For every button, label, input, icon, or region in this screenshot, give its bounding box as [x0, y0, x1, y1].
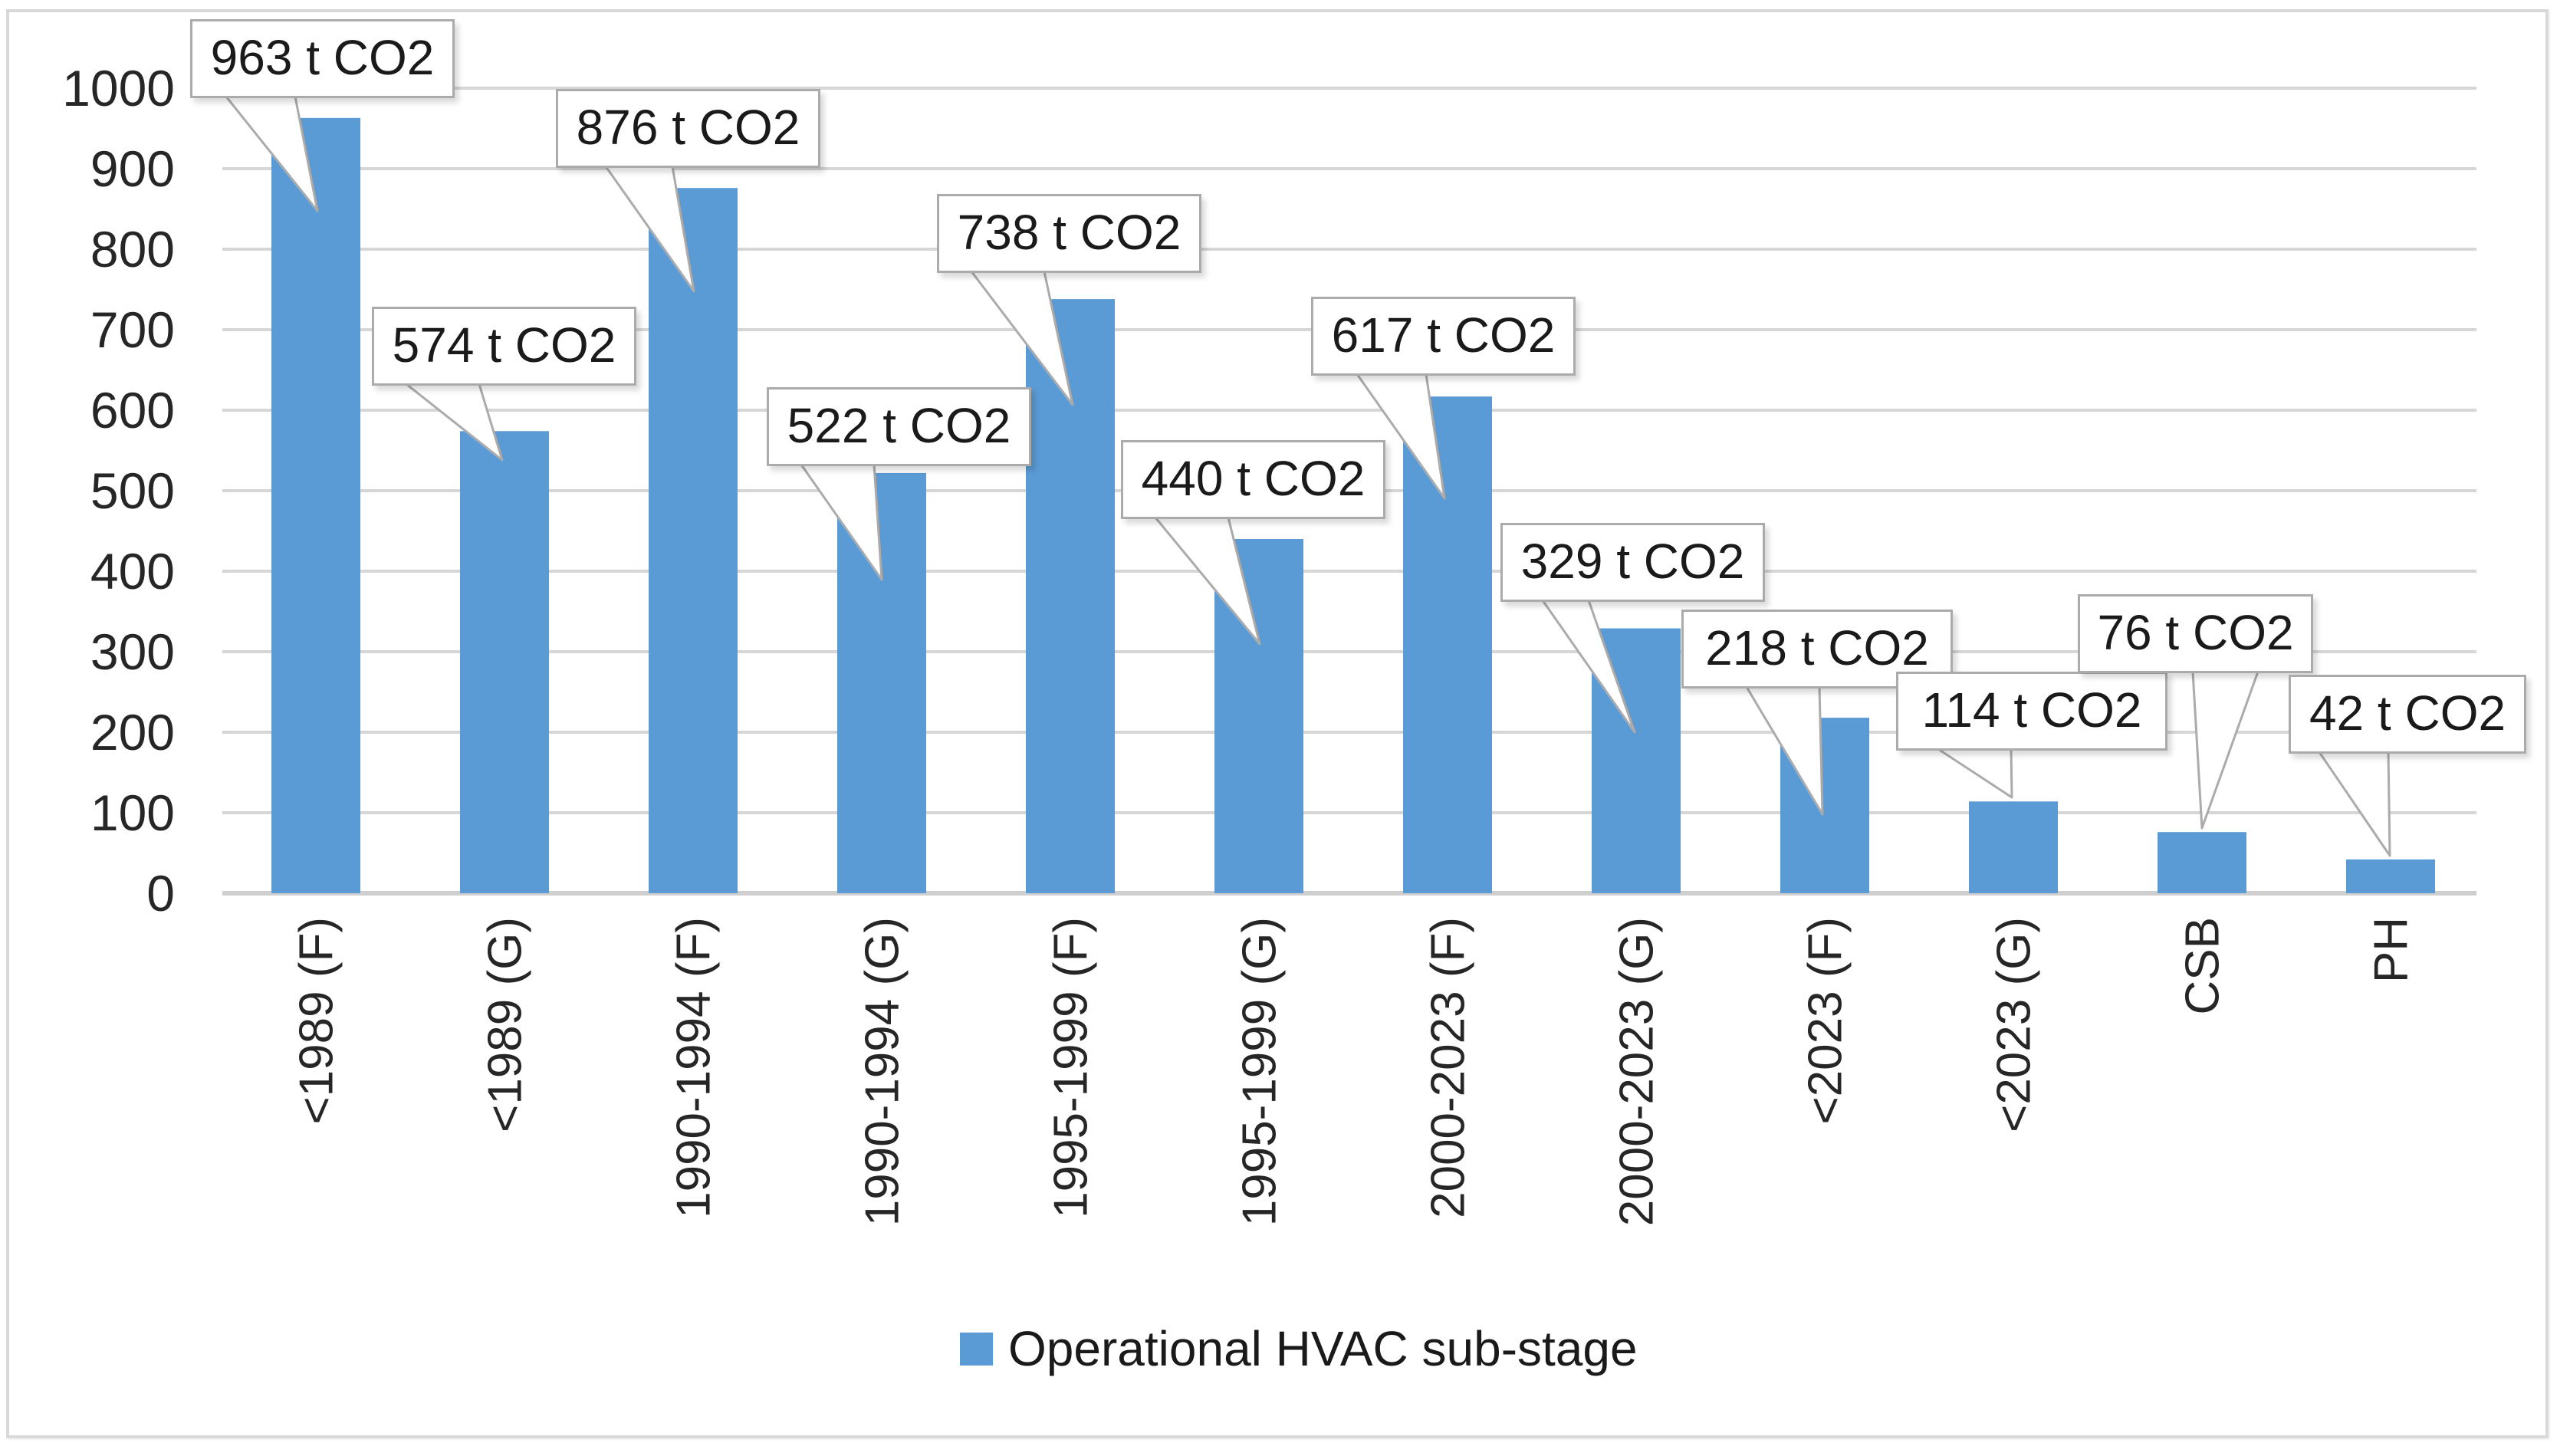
legend: Operational HVAC sub-stage: [960, 1320, 1638, 1377]
y-axis-tick-label: 0: [146, 865, 175, 922]
bar: [271, 117, 360, 894]
x-axis-category-label: <1989 (F): [291, 917, 343, 1125]
bar: [837, 472, 926, 893]
callout-tail: [2318, 751, 2391, 857]
data-label-callout: 617 t CO2: [1311, 297, 1576, 376]
data-label-callout: 963 t CO2: [190, 19, 455, 98]
x-axis-category-label: 1990-1994 (F): [668, 917, 721, 1218]
legend-series-label: Operational HVAC sub-stage: [1008, 1321, 1638, 1376]
callout-tail: [405, 383, 504, 462]
y-axis-tick-label: 800: [90, 221, 175, 278]
callout-tail: [1937, 748, 2013, 799]
data-label-callout: 42 t CO2: [2289, 675, 2526, 754]
legend-marker-swatch: [960, 1332, 993, 1366]
y-axis-tick-label: 600: [90, 382, 175, 439]
callout-tail: [1154, 516, 1261, 646]
data-label-callout: 218 t CO2: [1681, 610, 1953, 689]
data-label-callout: 876 t CO2: [556, 89, 820, 168]
x-axis-category-label: 1995-1999 (F): [1045, 917, 1098, 1218]
bar: [649, 188, 738, 893]
x-axis-category-label: 2000-2023 (F): [1422, 917, 1475, 1218]
data-label-callout: 76 t CO2: [2078, 594, 2313, 673]
y-axis-tick-label: 300: [90, 623, 175, 680]
x-axis-category-label: 1990-1994 (G): [856, 917, 909, 1226]
data-label-callout: 738 t CO2: [937, 194, 1201, 273]
x-axis-category-label: 1995-1999 (G): [1234, 917, 1287, 1226]
bar: [2158, 832, 2246, 893]
data-label-callout: 574 t CO2: [372, 307, 636, 386]
x-axis-category-label: <2023 (G): [1988, 917, 2041, 1132]
callout-tail: [970, 270, 1074, 406]
data-label-callout: 114 t CO2: [1896, 672, 2167, 751]
data-label-callout: 329 t CO2: [1500, 523, 1765, 602]
y-axis-tick-label: 100: [90, 784, 175, 841]
data-label-callout: 522 t CO2: [767, 387, 1031, 466]
bar: [460, 431, 549, 893]
x-axis-category-label: <2023 (F): [1799, 917, 1852, 1125]
x-axis-category-label: <1989 (G): [479, 917, 532, 1132]
y-axis-tick-label: 400: [90, 543, 175, 600]
bar: [2346, 859, 2435, 893]
x-axis-category-label: CSB: [2177, 917, 2230, 1014]
bar: [1026, 299, 1115, 894]
bar: [1403, 396, 1492, 893]
data-label-callout: 440 t CO2: [1121, 440, 1385, 519]
x-axis-category-label: PH: [2365, 917, 2418, 983]
y-axis-tick-label: 900: [90, 140, 175, 197]
y-axis-tick-label: 1000: [62, 60, 175, 117]
y-axis-tick-label: 200: [90, 704, 175, 761]
callout-tail: [2191, 670, 2259, 830]
y-axis-tick-label: 700: [90, 301, 175, 358]
y-axis-tick-label: 500: [90, 462, 175, 519]
bar: [1969, 801, 2058, 893]
x-axis-category-label: 2000-2023 (G): [1611, 917, 1664, 1226]
